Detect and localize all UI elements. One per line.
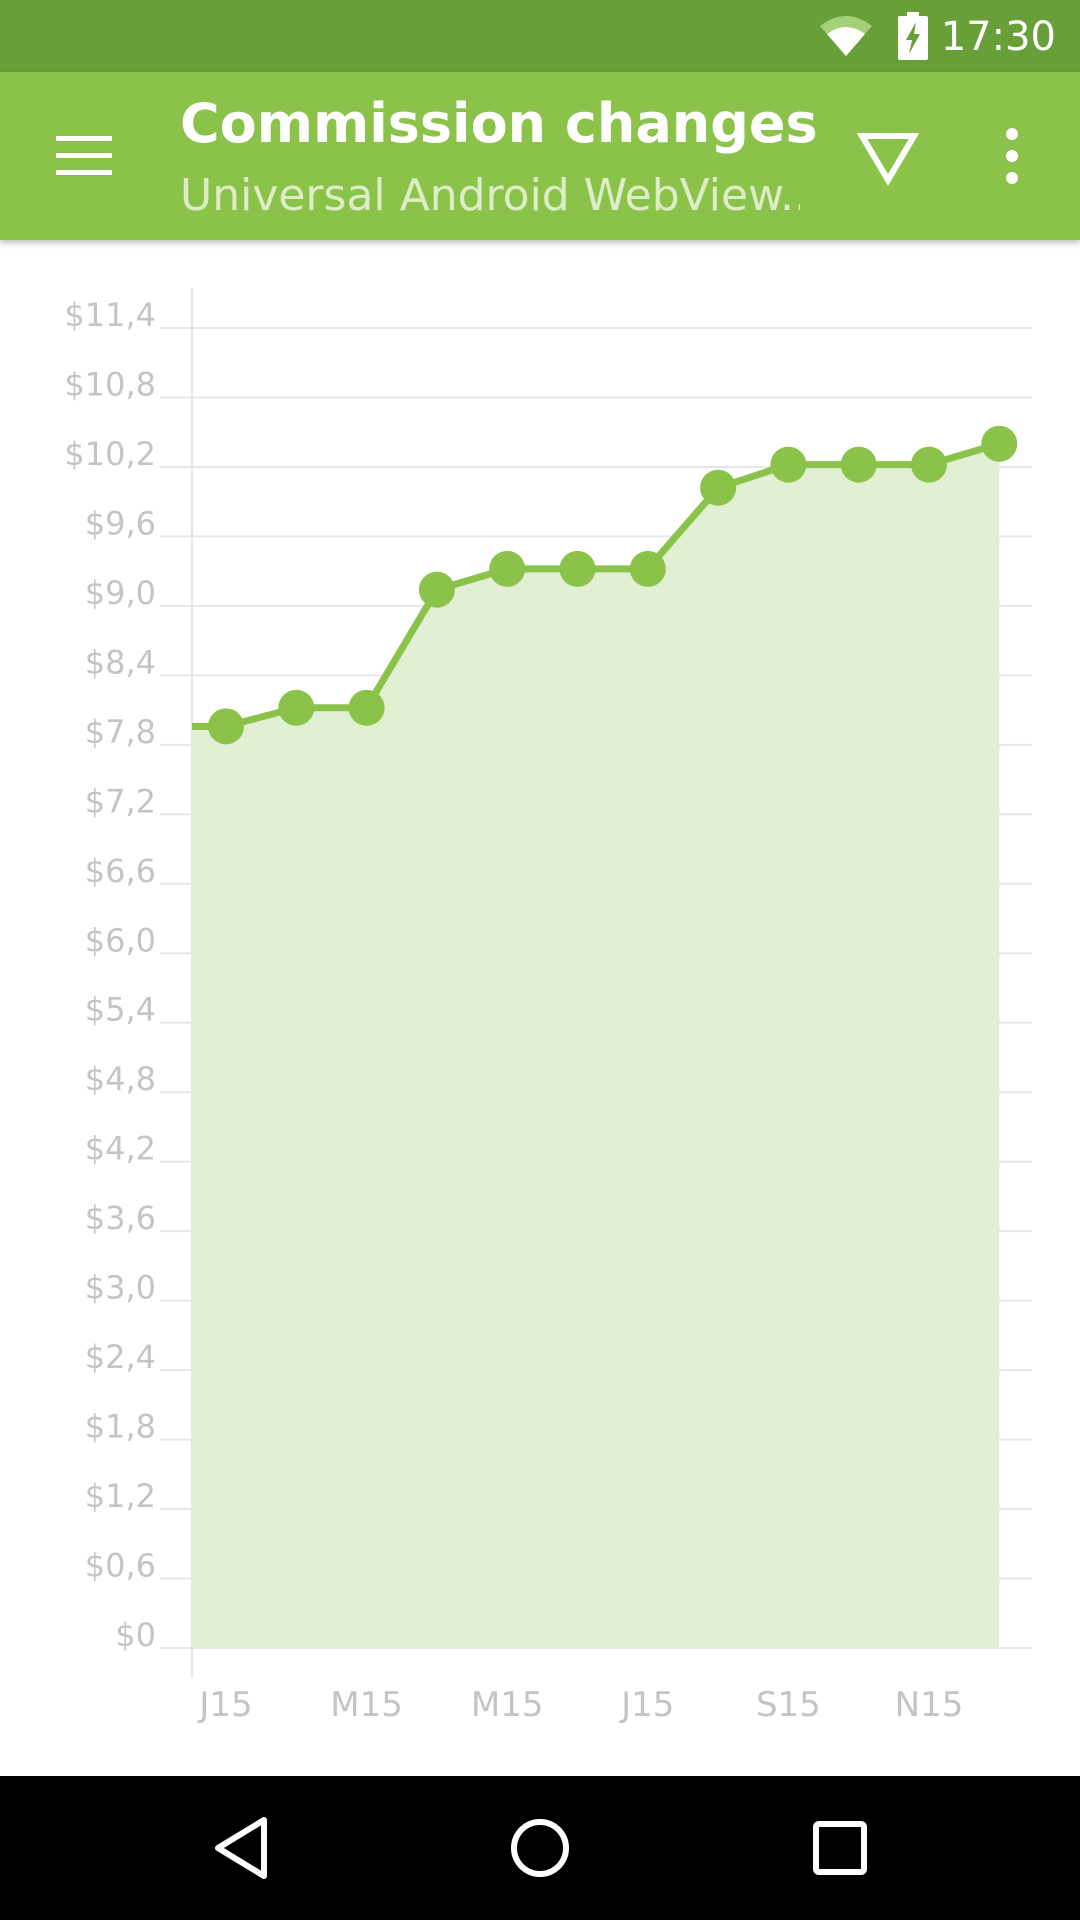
y-tick-label: $3,0 (85, 1269, 156, 1307)
wifi-icon (820, 16, 872, 56)
y-tick-label: $4,8 (85, 1060, 156, 1098)
x-tick-label: M15 (330, 1685, 403, 1725)
data-point (278, 689, 315, 726)
x-tick-label: J15 (619, 1685, 674, 1725)
y-tick-label: $1,2 (85, 1477, 156, 1515)
y-tick-label: $10,2 (64, 435, 156, 473)
chart-area: $0 $0,6 $1,2 $1,8 $2,4 $3,0 $3,6 $4,2 $4,8 $5,4 $6… (0, 240, 1080, 1776)
x-tick-label: S15 (756, 1685, 821, 1725)
back-icon (215, 1817, 267, 1879)
status-time: 17:30 (940, 14, 1056, 60)
y-tick-label: $7,2 (85, 782, 156, 820)
data-point (208, 708, 244, 745)
y-tick-label: $9,0 (85, 574, 156, 612)
data-point (911, 446, 947, 483)
filter-icon (856, 133, 920, 186)
data-point (770, 446, 807, 483)
filter-button[interactable] (848, 116, 928, 196)
status-bar: 17:30 (0, 0, 1080, 72)
page-subtitle: Universal Android WebView... (180, 170, 800, 221)
y-tick-label: $8,4 (85, 643, 156, 681)
y-tick-label: $1,8 (85, 1408, 156, 1446)
y-tick-label: $6,6 (85, 852, 156, 890)
home-icon (511, 1819, 569, 1877)
back-button[interactable] (180, 1800, 300, 1896)
y-tick-label: $0 (115, 1616, 156, 1654)
y-tick-label: $3,6 (85, 1199, 156, 1237)
y-tick-label: $6,0 (85, 921, 156, 959)
y-tick-label: $5,4 (85, 991, 156, 1029)
x-tick-label: N15 (895, 1685, 964, 1725)
recent-apps-icon (813, 1821, 867, 1875)
navigation-bar (0, 1776, 1080, 1920)
y-tick-label: $2,4 (85, 1338, 156, 1376)
data-point (629, 550, 666, 587)
data-point (348, 689, 385, 726)
x-tick-label: J15 (197, 1685, 252, 1725)
recent-apps-button[interactable] (780, 1800, 900, 1896)
battery-charging-icon (898, 12, 928, 60)
more-vert-icon (1006, 128, 1018, 184)
app-bar: Commission changes Universal Android Web… (0, 72, 1080, 240)
y-tick-label: $4,2 (85, 1130, 156, 1168)
menu-icon (56, 136, 112, 175)
page-title: Commission changes (180, 92, 818, 155)
more-options-button[interactable] (980, 116, 1044, 196)
commission-chart: $0 $0,6 $1,2 $1,8 $2,4 $3,0 $3,6 $4,2 $4,8 $5,4 $6… (64, 288, 1032, 1725)
y-tick-label: $0,6 (85, 1547, 156, 1585)
x-tick-label: M15 (471, 1685, 544, 1725)
y-tick-label: $7,8 (85, 713, 156, 751)
data-point (418, 571, 455, 608)
menu-button[interactable] (36, 120, 132, 192)
y-tick-label: $11,4 (64, 296, 156, 334)
data-point (981, 425, 1018, 462)
data-point (489, 550, 526, 587)
data-point (700, 469, 737, 506)
series-area (192, 443, 1000, 1648)
home-button[interactable] (480, 1800, 600, 1896)
y-tick-label: $10,8 (64, 365, 156, 403)
y-tick-label: $9,6 (85, 504, 156, 542)
data-point (559, 550, 596, 587)
data-point (840, 446, 877, 483)
